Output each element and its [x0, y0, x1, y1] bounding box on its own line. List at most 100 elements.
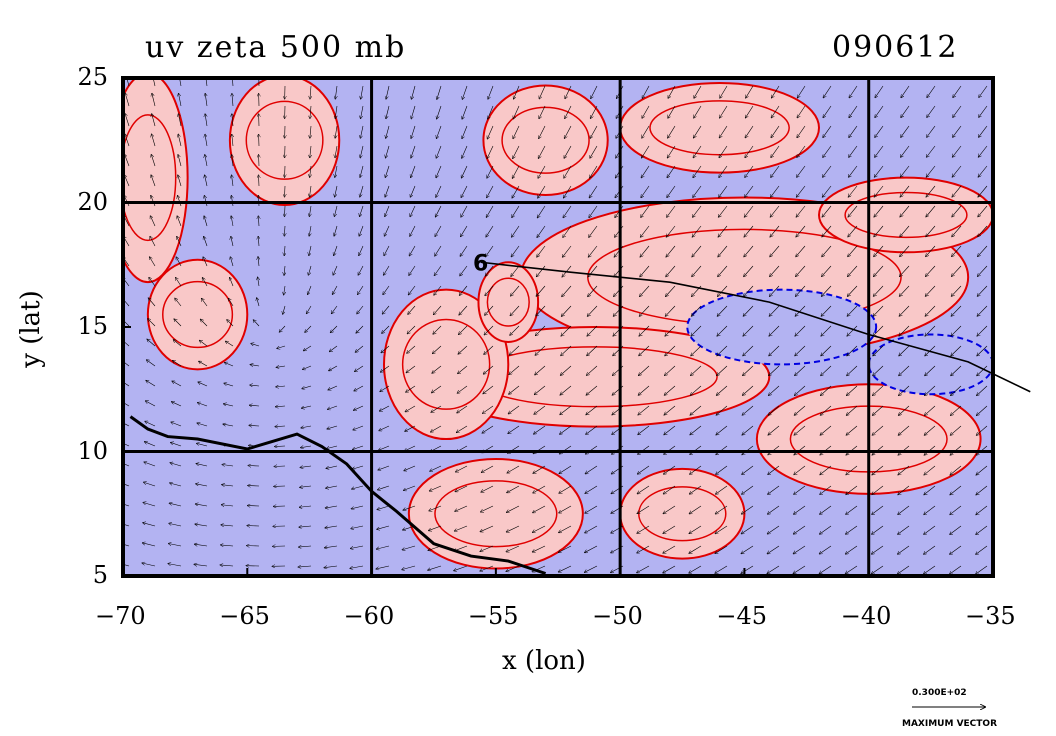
wind-vector	[381, 365, 390, 372]
wind-vector	[796, 225, 806, 237]
wind-vector	[205, 114, 207, 127]
wind-vector	[899, 305, 910, 316]
wind-vector	[435, 225, 442, 236]
wind-vector	[899, 325, 910, 336]
wind-vector	[378, 465, 390, 470]
wind-vector	[587, 325, 598, 336]
wind-vector	[537, 205, 546, 218]
wind-vector	[898, 465, 910, 475]
wind-vector	[178, 114, 182, 127]
wind-vector	[718, 225, 728, 237]
wind-vector	[871, 565, 884, 574]
wind-vector	[720, 105, 728, 118]
wind-vector	[717, 365, 728, 375]
wind-vector	[202, 278, 208, 287]
wind-vector	[232, 114, 233, 127]
wind-vector	[480, 545, 494, 551]
wind-vector	[797, 125, 806, 138]
wind-vector	[178, 134, 182, 147]
wind-vector	[143, 502, 156, 507]
wind-vector	[381, 345, 390, 353]
wind-vector	[310, 185, 311, 197]
wind-vector	[225, 363, 234, 367]
wind-vector	[586, 425, 598, 434]
wind-vector	[310, 145, 311, 158]
wind-vector	[335, 105, 337, 118]
wind-vector	[823, 125, 832, 137]
wind-vector	[822, 225, 832, 237]
wind-vector	[303, 345, 312, 351]
wind-vector	[333, 265, 338, 275]
wind-vector	[640, 265, 650, 277]
wind-vector	[276, 386, 286, 387]
wind-vector	[508, 425, 520, 433]
wind-vector	[536, 285, 546, 296]
wind-vector	[689, 545, 702, 553]
wind-vector	[899, 345, 910, 356]
wind-vector	[718, 285, 728, 296]
wind-vector	[978, 225, 988, 237]
wind-vector	[507, 505, 520, 512]
wind-vector	[258, 257, 259, 267]
wind-vector	[926, 245, 936, 256]
wind-vector	[197, 443, 208, 447]
wind-vector	[326, 465, 338, 468]
wind-vector	[925, 405, 936, 415]
wind-vector	[328, 405, 338, 409]
wind-vector	[359, 245, 364, 256]
wind-vector	[538, 185, 546, 198]
wind-vector	[641, 185, 650, 198]
wind-vector	[204, 216, 208, 227]
wind-vector	[351, 525, 364, 529]
wind-vector	[171, 442, 182, 447]
wind-vector	[771, 105, 780, 118]
wind-vector	[689, 505, 702, 514]
wind-vector	[924, 465, 936, 475]
wind-vector	[590, 145, 598, 158]
wind-vector	[977, 365, 988, 376]
date-label: 090612	[832, 30, 959, 65]
wind-vector	[950, 525, 962, 534]
wind-vector	[123, 523, 130, 527]
wind-vector	[793, 525, 806, 534]
wind-vector	[512, 205, 520, 217]
wind-vector	[149, 257, 156, 267]
wind-vector	[823, 85, 832, 98]
wind-vector	[689, 565, 702, 573]
wind-vector	[172, 402, 182, 407]
wind-vector	[849, 165, 858, 177]
wind-vector	[898, 425, 910, 435]
wind-vector	[900, 185, 910, 197]
wind-vector	[848, 245, 858, 257]
wind-vector	[385, 185, 390, 197]
wind-vector	[900, 165, 910, 177]
wind-vector	[953, 85, 962, 97]
wind-vector	[195, 524, 208, 526]
x-tick-label: −60	[343, 602, 395, 630]
wind-vector	[587, 345, 598, 356]
wind-vector	[327, 445, 338, 449]
wind-vector	[434, 285, 442, 295]
wind-vector	[978, 245, 988, 256]
wind-vector	[512, 165, 520, 178]
wind-vector	[846, 465, 858, 475]
wind-vector	[638, 465, 650, 474]
wind-vector	[507, 485, 520, 493]
wind-vector	[642, 105, 650, 118]
wind-vector	[977, 405, 988, 415]
wind-vector	[559, 485, 572, 493]
wind-vector	[951, 405, 962, 415]
wind-vector	[222, 485, 234, 486]
wind-vector	[873, 365, 884, 376]
wind-vector	[642, 145, 650, 158]
wind-vector	[668, 85, 676, 98]
wind-vector	[564, 165, 572, 178]
wind-vector	[326, 485, 338, 488]
wind-vector	[385, 165, 390, 177]
wind-vector	[298, 566, 312, 567]
wind-vector	[589, 185, 598, 198]
wind-vector	[277, 345, 286, 348]
wind-vector	[639, 325, 650, 336]
wind-vector	[432, 385, 442, 393]
wind-vector	[223, 424, 234, 426]
